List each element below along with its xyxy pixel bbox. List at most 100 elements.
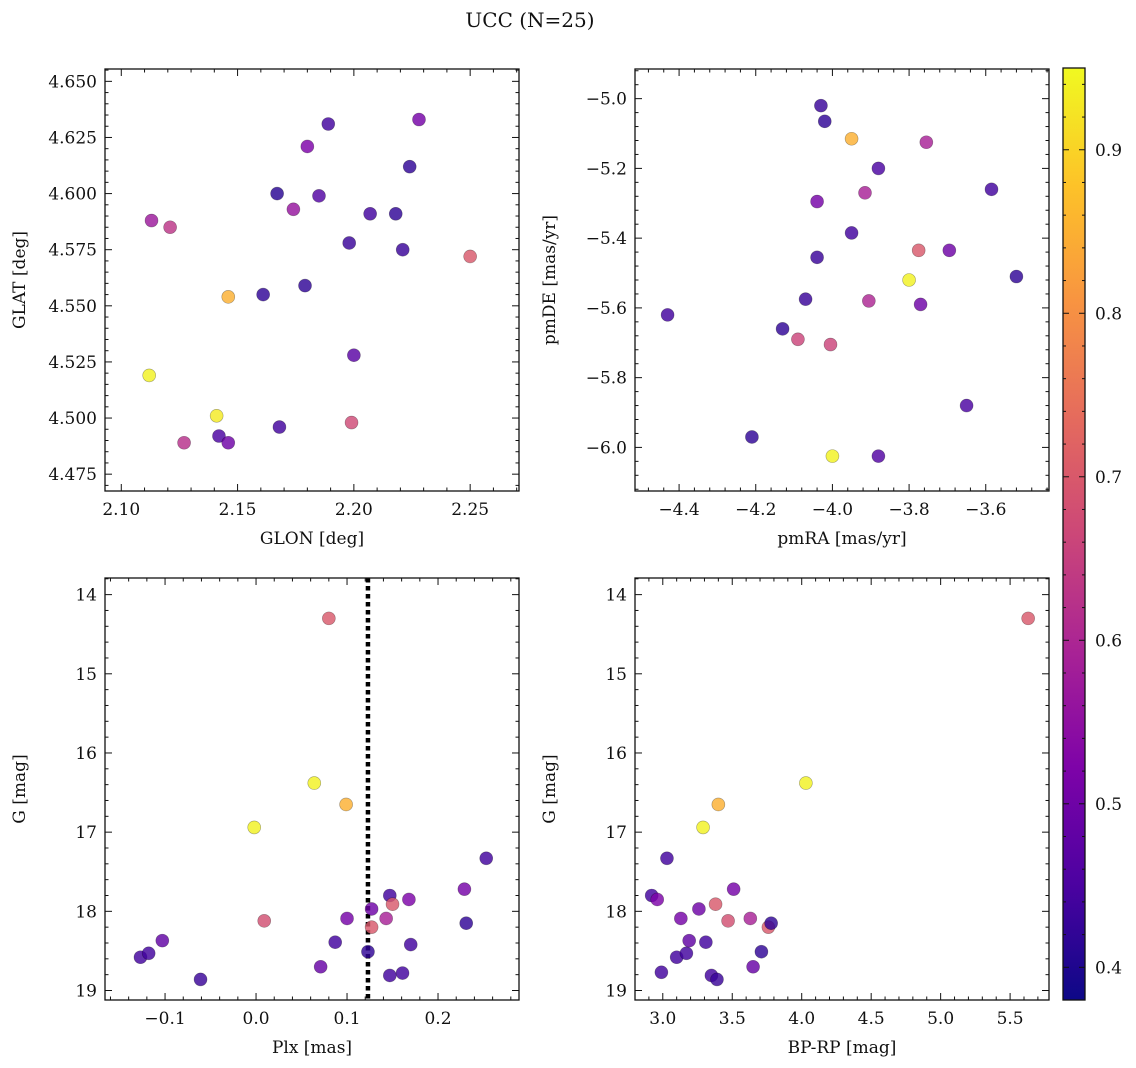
x-tick-label: 0.1 [334,1009,361,1029]
y-tick-label: 16 [605,744,627,764]
data-point [654,965,669,980]
y-axis-label: pmDE [mas/yr] [540,215,560,345]
x-tick-label: 4.5 [858,1009,885,1029]
data-point [270,186,284,201]
data-point [412,112,426,127]
data-point [177,435,191,450]
data-point [209,409,224,423]
data-point [388,206,403,221]
y-tick-label: 4.600 [48,185,97,205]
data-point [708,897,723,911]
x-tick-label: −4.4 [658,500,699,520]
data-point [1009,269,1024,284]
data-point [660,851,674,866]
data-point [142,368,156,383]
data-point [825,449,840,463]
x-tick-label: 0.2 [424,1009,451,1029]
data-point [272,420,287,434]
data-point [911,243,926,258]
x-tick-label: 3.5 [719,1009,746,1029]
data-point [679,946,694,961]
y-tick-label: 18 [75,902,97,922]
x-tick-label: 2.10 [102,500,140,520]
data-point [221,290,236,304]
data-point [479,851,494,866]
data-point [682,933,696,948]
data-point [692,902,706,916]
y-tick-label: 4.475 [48,465,97,485]
panel-bprp-g: 3.0 3.5 4.0 4.5 5.0 5.5 14 15 16 17 18 19 BP-RP [mag… [540,577,1050,1058]
x-tick-label: 2.20 [335,500,373,520]
data-point [363,206,377,221]
data-point [300,139,315,154]
data-point [710,972,724,987]
y-tick-label: 4.650 [48,72,97,92]
y-tick-label: 4.575 [48,241,97,261]
data-point [402,892,416,907]
panel-glon-glat: 2.10 2.15 2.20 2.25 4.475 4.500 4.525 4.550 4.57… [10,68,520,549]
y-tick-label: 4.625 [48,128,97,148]
y-axis-label: G [mag] [10,754,30,823]
x-tick-label: 0.0 [243,1009,270,1029]
x-tick-label: 3.0 [649,1009,676,1029]
y-tick-label: −5.8 [586,369,627,389]
data-point [919,135,934,150]
data-point [286,202,301,217]
data-point [1021,611,1035,626]
x-tick-label: −4.0 [812,500,853,520]
data-point [163,220,177,235]
data-point [764,916,778,931]
data-point [312,189,326,203]
data-point [746,959,760,974]
colorbar-tick-label: 0.7 [1095,468,1122,488]
data-point [699,935,713,950]
data-point [959,398,974,413]
data-point [745,430,759,444]
data-point [347,348,361,362]
axes-frame [104,577,520,1001]
data-point [379,911,393,926]
x-tick-label: −3.8 [888,500,929,520]
data-point [256,287,270,302]
y-tick-label: 14 [605,586,627,606]
y-tick-label: 4.500 [48,409,97,429]
data-point [810,250,824,265]
x-tick-label: 5.0 [927,1009,954,1029]
data-point [871,449,886,463]
data-point [721,914,735,928]
colorbar-tick-label: 0.9 [1095,141,1122,161]
data-point [395,242,410,257]
data-point [141,946,156,961]
colorbar-tick-label: 0.6 [1095,631,1122,651]
data-point [823,337,838,352]
colorbar-tick-label: 0.5 [1095,795,1122,815]
data-point [257,914,272,928]
y-tick-label: 19 [75,981,97,1001]
data-point [844,226,859,240]
data-point [817,114,832,129]
colorbar-frame [1062,67,1086,1001]
data-point [340,911,354,926]
data-point [862,294,876,308]
data-point [814,98,828,113]
x-axis-label: BP-RP [mag] [788,1038,897,1058]
data-point [247,820,262,835]
colorbar-tick-label: 0.8 [1095,304,1122,324]
data-point [402,159,417,174]
y-axis-label: GLAT [deg] [10,231,30,329]
figure-title: UCC (N=25) [465,8,594,32]
data-point [798,292,813,306]
data-point [155,933,170,948]
data-point [696,820,710,835]
data-point [726,882,741,896]
y-tick-label: −5.6 [586,299,627,319]
y-tick-label: −5.0 [586,90,627,110]
data-point [674,911,688,926]
data-point [339,797,353,812]
data-point [212,429,226,443]
data-point [459,916,474,931]
x-tick-label: 5.5 [997,1009,1024,1029]
colorbar-tick-label: 0.4 [1095,958,1122,978]
data-point [871,161,886,176]
data-point [810,194,824,209]
